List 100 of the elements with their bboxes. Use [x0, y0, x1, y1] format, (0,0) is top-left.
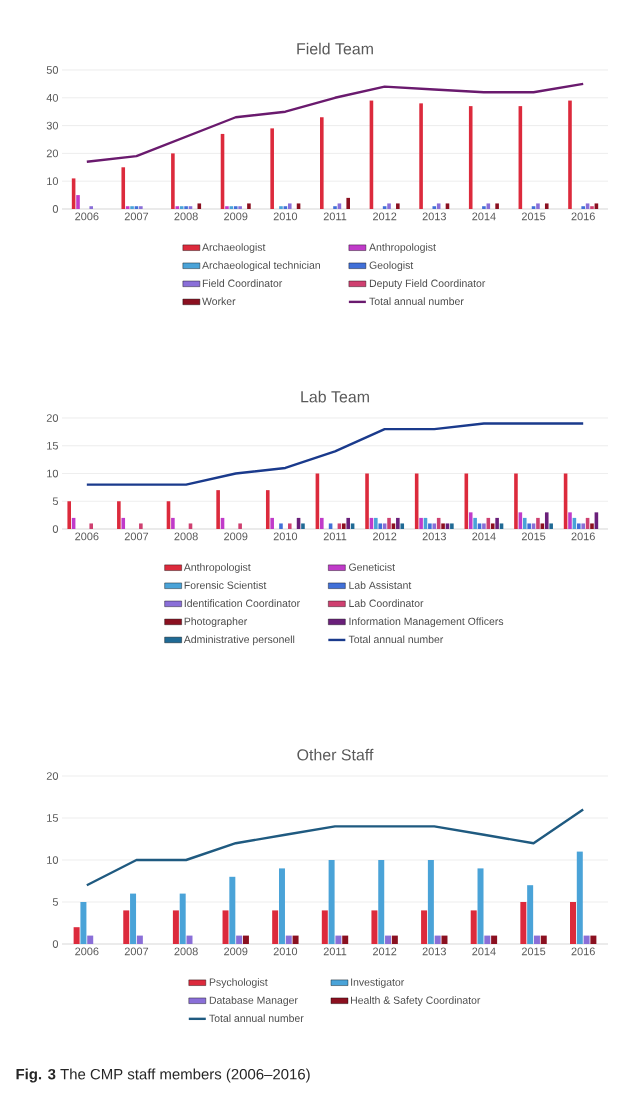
bar [328, 523, 333, 529]
bar [581, 206, 585, 209]
legend-label: Lab Coordinator [349, 599, 424, 607]
x-tick-label: 2014 [472, 532, 496, 541]
y-tick-label: 15 [47, 441, 59, 450]
bar [540, 935, 547, 944]
x-tick-label: 2011 [323, 212, 347, 221]
bar [130, 206, 134, 209]
bar [346, 517, 350, 529]
bar [473, 517, 477, 529]
bar [576, 851, 583, 944]
bar [432, 206, 437, 209]
bar [89, 523, 94, 529]
bar [432, 523, 437, 529]
x-tick-label: 2009 [224, 212, 248, 221]
bar [391, 523, 396, 529]
bar [421, 910, 428, 944]
bar [536, 203, 540, 209]
bar [186, 935, 193, 944]
bar [335, 935, 342, 944]
bar [436, 203, 441, 209]
bar [287, 203, 292, 209]
bar [179, 206, 184, 209]
bar [391, 935, 398, 944]
bar [484, 935, 491, 944]
legend-label: Administrative personell [183, 635, 295, 646]
bar [270, 128, 274, 209]
bar [419, 103, 423, 209]
y-tick-label: 5 [52, 497, 59, 506]
bar [470, 910, 477, 944]
bar [125, 206, 130, 209]
x-tick-label: 2007 [124, 532, 149, 541]
legend-label: Health & Safety Coordinator [351, 996, 481, 1006]
x-tick-label: 2009 [224, 532, 248, 541]
bar [278, 868, 285, 944]
x-tick-label: 2016 [571, 947, 595, 956]
legend-label: Field Coordinator [202, 279, 283, 287]
bar [540, 523, 545, 529]
x-tick-label: 2007 [124, 947, 149, 956]
y-tick-label: 20 [46, 772, 59, 780]
legend-label: Geologist [369, 261, 414, 271]
bar [350, 523, 355, 529]
bar [337, 523, 342, 529]
x-tick-label: 2015 [521, 212, 546, 221]
bar [382, 206, 387, 209]
bar [445, 203, 450, 209]
bar [179, 893, 186, 944]
bar [346, 197, 350, 209]
bar [482, 206, 486, 209]
y-tick-label: 0 [52, 205, 59, 213]
legend-label: Psychologist [209, 978, 268, 988]
y-tick-label: 10 [47, 177, 59, 186]
bar [283, 206, 288, 209]
bar [247, 203, 251, 209]
bar [378, 860, 385, 944]
bar [328, 860, 335, 944]
legend-label: Photographer [184, 617, 248, 628]
legend-label: Lab Assistant [349, 581, 412, 589]
bar [544, 512, 549, 529]
bar [134, 206, 139, 209]
bar [387, 203, 391, 209]
y-tick-label: 20 [46, 149, 59, 158]
bar [468, 106, 473, 209]
legend-label: Anthropologist [369, 243, 436, 253]
bar [544, 203, 549, 209]
bar [130, 893, 137, 944]
y-tick-label: 40 [46, 93, 59, 102]
bar [272, 910, 279, 944]
bar [428, 523, 432, 529]
bar [419, 517, 423, 529]
bar [342, 935, 349, 944]
bar [67, 501, 72, 529]
bar [238, 523, 242, 529]
bar [477, 523, 482, 529]
bar [569, 902, 576, 944]
bar [87, 935, 94, 944]
legend-label: Anthropologist [183, 563, 251, 573]
legend-label: Forensic Scientist [184, 581, 267, 589]
bar [175, 206, 180, 209]
bar [468, 512, 473, 529]
bar [225, 206, 229, 209]
y-tick-label: 5 [52, 898, 59, 906]
legend-label: Deputy Field Coordinator [369, 279, 486, 290]
chart-title: Other Staff [297, 748, 374, 761]
bar [385, 935, 392, 944]
x-tick-label: 2010 [273, 532, 298, 541]
legend-label: Database Manager [209, 996, 298, 1006]
bar [495, 203, 499, 209]
legend-label: Total annual number [369, 297, 464, 306]
x-tick-label: 2012 [373, 947, 397, 956]
bar [568, 512, 572, 529]
x-tick-label: 2006 [75, 947, 99, 956]
bar [590, 523, 594, 529]
bar [136, 935, 143, 944]
bar [80, 902, 87, 944]
bar [499, 523, 504, 529]
x-tick-label: 2014 [472, 212, 496, 221]
y-tick-label: 10 [47, 856, 59, 864]
legend-label: Archaeologist [202, 243, 266, 253]
bar [279, 523, 283, 529]
